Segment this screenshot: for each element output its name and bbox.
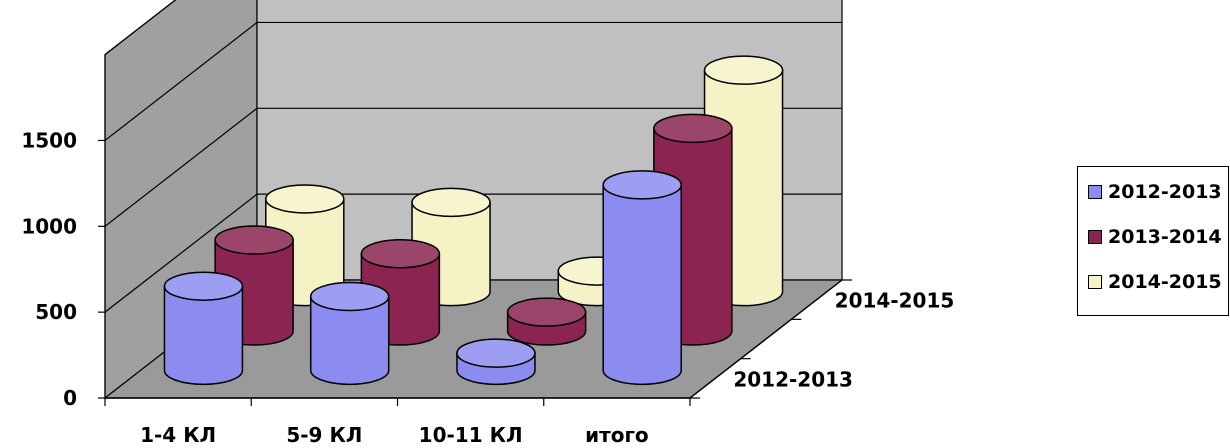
bar-body (309, 295, 390, 386)
y-tick-label: 500 (35, 300, 77, 324)
bar-top (456, 338, 536, 368)
x-tick-label: 1-4 КЛ (140, 423, 216, 447)
bar-top (214, 225, 294, 255)
gridline (104, 107, 842, 227)
bar-top (265, 184, 345, 214)
bar (506, 297, 587, 346)
bars (163, 55, 784, 386)
depth-label: 2014-2015 (835, 289, 955, 313)
legend-swatch (1088, 185, 1102, 199)
bar (309, 281, 390, 386)
bar (602, 170, 682, 386)
legend-label: 2012-2013 (1108, 181, 1222, 203)
bar-top (602, 170, 682, 200)
bar-top (703, 55, 784, 85)
legend-label: 2014-2015 (1108, 271, 1222, 293)
depth-axis (689, 279, 843, 399)
bar (456, 338, 536, 386)
legend-label: 2013-2014 (1108, 226, 1222, 248)
axes (98, 54, 852, 406)
bar (163, 271, 244, 386)
legend: 2012-2013 2013-2014 2014-2015 (1077, 166, 1229, 316)
y-tick-label: 1000 (21, 214, 77, 238)
legend-item: 2014-2015 (1088, 267, 1222, 297)
bar-body (163, 285, 244, 386)
x-tick-label: 5-9 КЛ (286, 423, 362, 447)
x-tick-label: итого (585, 423, 649, 447)
bar-top (309, 281, 390, 312)
y-tick-label: 1500 (21, 128, 77, 152)
y-tick-label: 0 (63, 386, 77, 410)
bar-top (360, 238, 441, 269)
x-tick-label: 10-11 КЛ (419, 423, 523, 447)
legend-item: 2012-2013 (1088, 177, 1222, 207)
legend-item: 2013-2014 (1088, 222, 1222, 252)
bar-top (506, 297, 587, 327)
gridline (104, 21, 842, 141)
bar-body (602, 184, 682, 386)
legend-swatch (1088, 275, 1102, 289)
legend-swatch (1088, 230, 1102, 244)
depth-label: 2012-2013 (733, 367, 853, 391)
bar-top (653, 113, 733, 144)
bar-top (411, 187, 491, 218)
bar-top (163, 271, 244, 301)
gridline (104, 0, 177, 56)
axis-labels: 0 500 1000 1500 1-4 КЛ 5-9 КЛ 10-11 КЛ итого 201… (21, 128, 954, 447)
